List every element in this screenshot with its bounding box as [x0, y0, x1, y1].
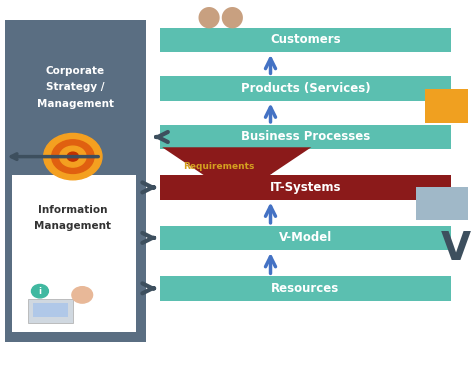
- FancyBboxPatch shape: [160, 125, 451, 149]
- Circle shape: [72, 287, 92, 303]
- Text: Resources: Resources: [271, 282, 339, 295]
- Text: V: V: [441, 230, 471, 268]
- Polygon shape: [162, 147, 311, 197]
- Text: V-Model: V-Model: [279, 232, 332, 244]
- Text: IT-Systems: IT-Systems: [270, 181, 341, 194]
- FancyBboxPatch shape: [12, 175, 137, 332]
- Circle shape: [44, 133, 102, 180]
- FancyBboxPatch shape: [160, 76, 451, 100]
- Text: Products (Services): Products (Services): [241, 82, 370, 95]
- Text: Information
Management: Information Management: [34, 205, 111, 232]
- FancyBboxPatch shape: [28, 299, 73, 323]
- Circle shape: [52, 140, 94, 174]
- FancyBboxPatch shape: [160, 276, 451, 301]
- Text: i: i: [38, 287, 41, 296]
- FancyBboxPatch shape: [425, 89, 468, 123]
- FancyBboxPatch shape: [160, 226, 451, 250]
- FancyBboxPatch shape: [33, 303, 68, 317]
- Text: Requirements: Requirements: [183, 162, 255, 171]
- Circle shape: [31, 285, 48, 298]
- Text: ●●: ●●: [197, 2, 245, 30]
- Circle shape: [67, 152, 79, 161]
- Text: Customers: Customers: [270, 33, 341, 46]
- Text: Corporate
Strategy /
Management: Corporate Strategy / Management: [36, 66, 114, 109]
- Text: Business Processes: Business Processes: [241, 130, 370, 144]
- FancyBboxPatch shape: [416, 186, 468, 220]
- FancyBboxPatch shape: [160, 175, 451, 200]
- FancyBboxPatch shape: [160, 28, 451, 52]
- FancyBboxPatch shape: [5, 20, 146, 341]
- Circle shape: [60, 146, 86, 167]
